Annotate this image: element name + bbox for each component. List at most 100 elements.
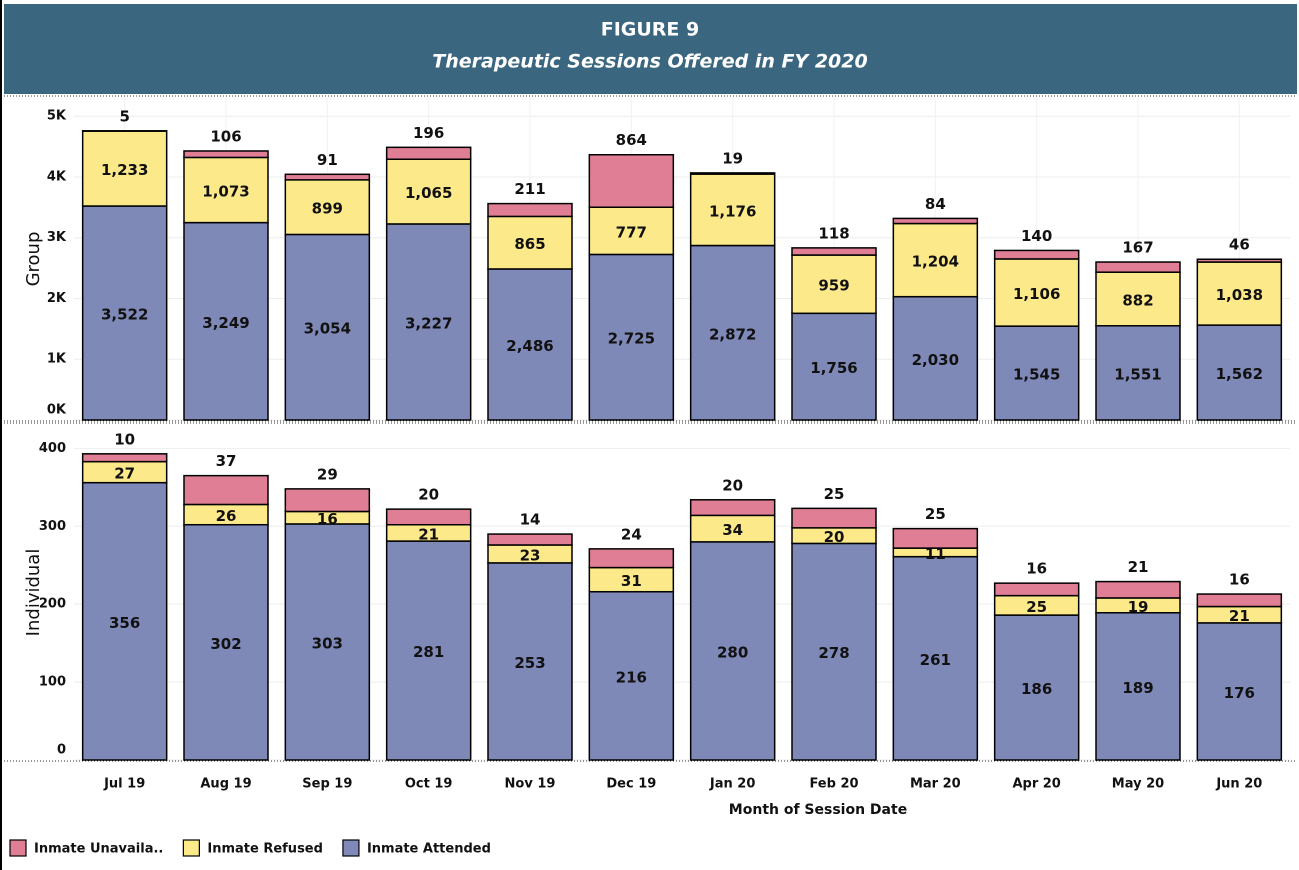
data-label: 140 (1021, 227, 1052, 245)
data-label: 186 (1021, 680, 1052, 698)
bar-segment (183, 523, 269, 761)
bar-segment (81, 453, 168, 463)
data-label: 356 (109, 614, 140, 632)
data-label: 14 (520, 511, 541, 529)
data-label: 20 (418, 486, 439, 504)
data-label: 20 (824, 528, 845, 546)
data-label: 118 (818, 224, 849, 242)
x-tick-label: Aug 19 (200, 777, 251, 792)
data-label: 84 (925, 195, 946, 213)
data-label: 27 (114, 465, 135, 483)
bar-segment (284, 179, 371, 236)
y-tick-label: 5K (47, 109, 67, 124)
x-tick-label: Oct 19 (405, 777, 453, 792)
data-label: 16 (1229, 571, 1250, 589)
bar-segment (588, 253, 675, 421)
data-label: 29 (317, 465, 338, 483)
data-label: 16 (317, 510, 338, 528)
bar-segment (993, 249, 1080, 260)
data-label: 2,486 (506, 337, 553, 355)
data-label: 16 (1026, 560, 1047, 578)
data-label: 11 (925, 545, 946, 563)
bar-segment (81, 130, 168, 207)
y-tick-label: 1K (47, 352, 67, 367)
bar-segment (791, 247, 877, 256)
data-label: 211 (514, 180, 545, 198)
data-label: 1,756 (810, 359, 857, 377)
data-label: 34 (722, 521, 743, 539)
bar-segment (689, 172, 776, 175)
data-label: 253 (514, 654, 545, 672)
data-label: 216 (616, 668, 647, 686)
bar-segment (487, 215, 573, 270)
y-tick-label: 3K (47, 230, 67, 245)
bar-segment (385, 223, 472, 421)
data-label: 25 (824, 485, 845, 503)
data-label: 303 (312, 634, 343, 652)
x-tick-label: Sep 19 (302, 777, 352, 792)
bar-segment (487, 562, 573, 761)
bar-segment (385, 158, 472, 225)
bar-segment (81, 205, 168, 421)
data-label: 37 (216, 452, 237, 470)
bar-segment (1196, 622, 1283, 761)
x-tick-label: Jan 20 (709, 777, 755, 792)
data-label: 91 (317, 151, 338, 169)
data-label: 1,204 (912, 253, 959, 271)
x-tick-label: May 20 (1112, 777, 1164, 792)
x-tick-label: Feb 20 (809, 777, 858, 792)
bar-segment (1196, 593, 1283, 608)
data-label: 899 (312, 200, 343, 218)
bar-segment (993, 614, 1080, 761)
bar-segment (892, 222, 979, 298)
data-label: 1,038 (1216, 286, 1263, 304)
data-label: 278 (818, 644, 849, 662)
x-tick-label: Dec 19 (606, 777, 656, 792)
data-label: 2,725 (608, 330, 655, 348)
bar-segment (183, 156, 269, 224)
x-axis-title: Month of Session Date (729, 802, 907, 818)
data-label: 23 (520, 546, 541, 564)
legend-label: Inmate Refused (207, 842, 323, 857)
data-label: 281 (413, 643, 444, 661)
y-tick-label: 300 (39, 519, 66, 534)
data-label: 261 (920, 651, 951, 669)
data-label: 189 (1122, 679, 1153, 697)
bar-segment (284, 523, 371, 761)
bar-segment (892, 217, 979, 225)
data-label: 19 (722, 149, 743, 167)
bar-segment (993, 325, 1080, 421)
x-tick-label: Mar 20 (910, 777, 961, 792)
data-label: 302 (210, 635, 241, 653)
legend-swatch (9, 839, 27, 857)
data-label: 3,227 (405, 314, 452, 332)
bar-segment (385, 508, 472, 526)
data-label: 3,249 (202, 314, 249, 332)
data-label: 106 (210, 127, 241, 145)
bar-segment (487, 533, 573, 546)
bar-segment (689, 173, 776, 247)
data-label: 864 (616, 131, 647, 149)
data-label: 24 (621, 525, 642, 543)
bar-segment (183, 221, 269, 421)
data-label: 959 (818, 277, 849, 295)
data-label: 882 (1122, 291, 1153, 309)
bar-segment (689, 541, 776, 761)
data-label: 865 (514, 235, 545, 253)
data-label: 5 (119, 107, 129, 125)
data-label: 25 (925, 505, 946, 523)
bar-segment (892, 527, 979, 549)
data-label: 3,522 (101, 306, 148, 324)
bar-segment (1196, 324, 1283, 421)
data-label: 1,073 (202, 183, 249, 201)
data-label: 196 (413, 124, 444, 142)
bar-segment (892, 295, 979, 421)
y-axis-title: Group (23, 232, 44, 287)
bar-segment (385, 146, 472, 160)
y-tick-label: 2K (47, 291, 67, 306)
bar-segment (385, 540, 472, 761)
bar-segment (1196, 258, 1283, 263)
bar-segment (588, 548, 675, 569)
data-label: 1,551 (1114, 365, 1161, 383)
